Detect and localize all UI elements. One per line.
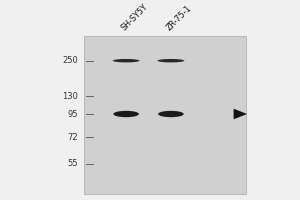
Text: ZR-75-1: ZR-75-1 <box>164 4 193 32</box>
Text: 55: 55 <box>68 159 78 168</box>
Polygon shape <box>234 109 247 119</box>
Ellipse shape <box>113 111 139 117</box>
Text: 130: 130 <box>62 92 78 101</box>
Ellipse shape <box>158 111 184 117</box>
Text: 95: 95 <box>68 110 78 119</box>
Text: 72: 72 <box>68 133 78 142</box>
Ellipse shape <box>113 59 140 62</box>
Text: SH-SY5Y: SH-SY5Y <box>120 2 150 32</box>
Bar <box>84 36 246 194</box>
Ellipse shape <box>158 59 184 62</box>
Text: 250: 250 <box>63 56 78 65</box>
